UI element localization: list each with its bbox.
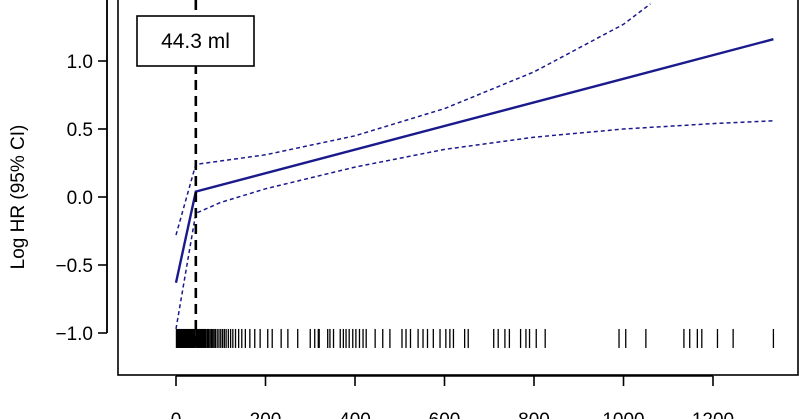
threshold-label-box <box>136 15 255 67</box>
y-tick-label: 1.0 <box>67 52 93 73</box>
series-layer <box>174 3 774 330</box>
upper-ci-line <box>175 3 651 236</box>
y-tick-label: −0.5 <box>55 256 93 277</box>
y-axis-title: Log HR (95% CI) <box>8 125 29 270</box>
x-tick-label: 600 <box>429 410 461 419</box>
plot-frame <box>117 0 799 376</box>
x-tick-label: 1000 <box>602 410 644 419</box>
y-tick-label: 0.0 <box>67 188 93 209</box>
x-tick-label: 400 <box>339 410 371 419</box>
y-tick-label: 0.5 <box>67 120 93 141</box>
x-tick-label: 1200 <box>692 410 734 419</box>
y-tick-label: −1.0 <box>55 324 93 345</box>
rug-plot <box>175 328 775 348</box>
y-tick-label-partial: 1.5 <box>67 0 93 5</box>
threshold-marker: 44.3 ml <box>136 0 255 348</box>
x-axis: 0 200 400 600 800 1000 1200 <box>171 375 734 419</box>
x-tick-label: 800 <box>518 410 550 419</box>
threshold-label: 44.3 ml <box>161 30 230 53</box>
lower-ci-line <box>175 120 774 330</box>
x-tick-label: 0 <box>171 410 182 419</box>
x-tick-label: 200 <box>250 410 282 419</box>
y-axis: 1.0 0.5 0.0 −0.5 −1.0 1.5 <box>55 0 108 345</box>
estimate-line <box>174 38 774 283</box>
